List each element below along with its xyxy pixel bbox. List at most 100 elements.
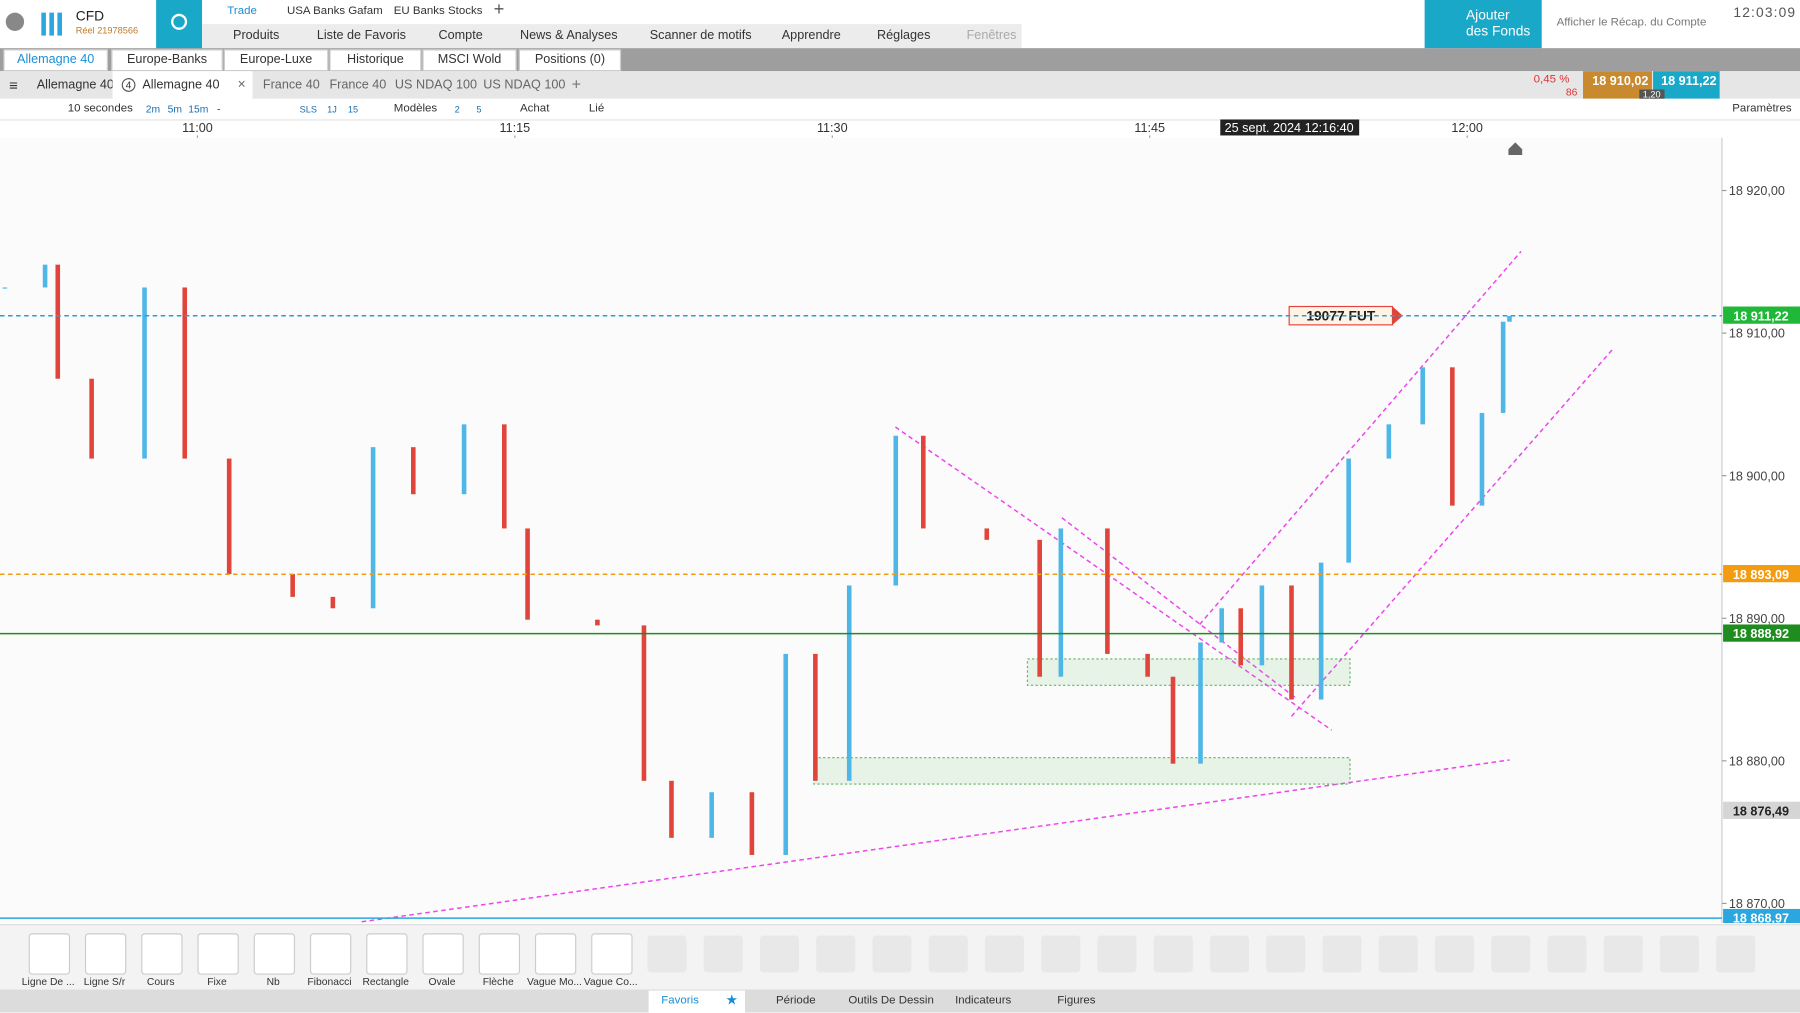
menu-item[interactable]: Fenêtres: [966, 28, 1017, 43]
chart-tab[interactable]: US NDAQ 100: [394, 78, 478, 92]
quick[interactable]: 15: [347, 104, 359, 115]
empty-slot[interactable]: [872, 935, 912, 973]
workspace-tab[interactable]: Allemagne 40: [3, 49, 108, 72]
candle: [182, 287, 188, 459]
candle: [846, 585, 852, 781]
tool-button[interactable]: [197, 933, 239, 975]
user-icon[interactable]: [5, 12, 25, 31]
count[interactable]: 5: [476, 104, 482, 115]
bottom-tab[interactable]: Figures: [1057, 994, 1096, 1007]
empty-slot[interactable]: [703, 935, 743, 973]
tool-button[interactable]: [366, 933, 408, 975]
candle: [55, 264, 61, 379]
chart-tab[interactable]: Allemagne 40: [142, 78, 220, 92]
empty-slot[interactable]: [1041, 935, 1081, 973]
settings[interactable]: Paramètres: [1732, 102, 1792, 115]
top-tab[interactable]: Trade: [227, 4, 257, 18]
period[interactable]: 2m: [145, 103, 161, 115]
menu-item[interactable]: Apprendre: [781, 28, 841, 43]
empty-slot[interactable]: [984, 935, 1024, 973]
bottom-tab[interactable]: Favoris: [661, 994, 699, 1007]
linked[interactable]: Lié: [588, 102, 605, 115]
candle: [1346, 458, 1351, 563]
chart-tab[interactable]: Allemagne 40: [36, 78, 114, 92]
funds-button[interactable]: [1424, 0, 1542, 49]
candle: [1450, 367, 1455, 506]
ask-box[interactable]: [1653, 71, 1720, 99]
tool-button[interactable]: [253, 933, 296, 975]
tool-button[interactable]: [28, 933, 71, 975]
menu-item[interactable]: Liste de Favoris: [316, 28, 406, 43]
quick[interactable]: 1J: [327, 104, 337, 115]
period[interactable]: 5m: [167, 103, 182, 115]
menu-item[interactable]: News & Analyses: [520, 28, 618, 43]
empty-slot[interactable]: [1434, 935, 1474, 973]
empty-slot[interactable]: [1547, 935, 1587, 973]
workspace-tab[interactable]: MSCI Wold: [422, 49, 517, 72]
menu-icon[interactable]: ≡: [9, 76, 18, 95]
account: Réel 21978566: [75, 25, 139, 36]
empty-slot[interactable]: [1659, 935, 1699, 973]
period[interactable]: 15m: [188, 103, 209, 115]
empty-slot[interactable]: [1266, 935, 1306, 973]
empty-slot[interactable]: [647, 935, 687, 973]
quote-change: 0,45 %: [1533, 73, 1570, 87]
menu-item[interactable]: Réglages: [877, 28, 931, 43]
empty-slot[interactable]: [928, 935, 968, 973]
tool-button[interactable]: [478, 933, 521, 975]
count[interactable]: 2: [454, 104, 460, 115]
empty-slot[interactable]: [1491, 935, 1531, 973]
workspace-tab[interactable]: Europe-Banks: [111, 49, 223, 72]
price-label-bg: [1723, 908, 1800, 923]
tool-button[interactable]: [141, 933, 183, 975]
bottom-tab[interactable]: Outils De Dessin: [848, 994, 934, 1007]
close-tab[interactable]: ×: [237, 75, 246, 92]
cursor-label: 25 sept. 2024 12:16:40: [1225, 121, 1354, 135]
menu-item[interactable]: Compte: [438, 28, 483, 43]
bottom-tab-active[interactable]: [648, 990, 746, 1013]
chart-tab-active[interactable]: [112, 71, 253, 99]
candle: [893, 435, 899, 586]
top-tab[interactable]: EU Banks Stocks: [393, 4, 483, 18]
tool-button[interactable]: [309, 933, 352, 975]
models[interactable]: Modèles: [393, 102, 438, 115]
tool-button[interactable]: [84, 933, 127, 975]
chart-tab[interactable]: France 40: [329, 78, 387, 92]
empty-slot[interactable]: [1378, 935, 1418, 973]
empty-slot[interactable]: [1603, 935, 1643, 973]
workspace-tab[interactable]: Historique: [329, 49, 422, 72]
x-tick-label: 11:30: [817, 121, 848, 135]
empty-slot[interactable]: [1209, 935, 1249, 973]
empty-slot[interactable]: [816, 935, 856, 973]
tab-badge: 4: [121, 78, 136, 92]
chart-tab[interactable]: US NDAQ 100: [483, 78, 566, 92]
period[interactable]: -: [216, 103, 221, 115]
bottom-tab[interactable]: Indicateurs: [955, 994, 1012, 1007]
bottom-tab[interactable]: Période: [776, 994, 816, 1007]
menu-item[interactable]: Scanner de motifs: [649, 28, 752, 43]
workspace-tab[interactable]: Europe-Luxe: [223, 49, 329, 72]
quick[interactable]: SLS: [299, 104, 317, 115]
y-tick-label: 18 870,00: [1729, 897, 1785, 911]
menu-item[interactable]: Produits: [233, 28, 280, 43]
tool-button[interactable]: [591, 933, 633, 975]
tool-button[interactable]: [534, 933, 577, 975]
tool-button[interactable]: [422, 933, 464, 975]
price-label: 18 888,92: [1733, 627, 1789, 641]
empty-slot[interactable]: [1153, 935, 1193, 973]
workspace-tab[interactable]: Positions (0): [518, 49, 622, 72]
candle: [1420, 367, 1426, 425]
top-tab[interactable]: USA Banks Gafam: [286, 4, 383, 18]
empty-slot[interactable]: [1716, 935, 1756, 973]
buy[interactable]: Achat: [520, 102, 550, 115]
add-chart[interactable]: +: [571, 74, 582, 93]
summary-link[interactable]: Afficher le Récap. du Compte: [1556, 16, 1707, 29]
empty-slot[interactable]: [759, 935, 799, 973]
interval[interactable]: 10 secondes: [67, 102, 133, 115]
add-tab[interactable]: +: [493, 0, 505, 20]
star-icon[interactable]: ★: [725, 991, 738, 1008]
chart-tab[interactable]: France 40: [262, 78, 320, 92]
empty-slot[interactable]: [1097, 935, 1137, 973]
empty-slot[interactable]: [1322, 935, 1362, 973]
